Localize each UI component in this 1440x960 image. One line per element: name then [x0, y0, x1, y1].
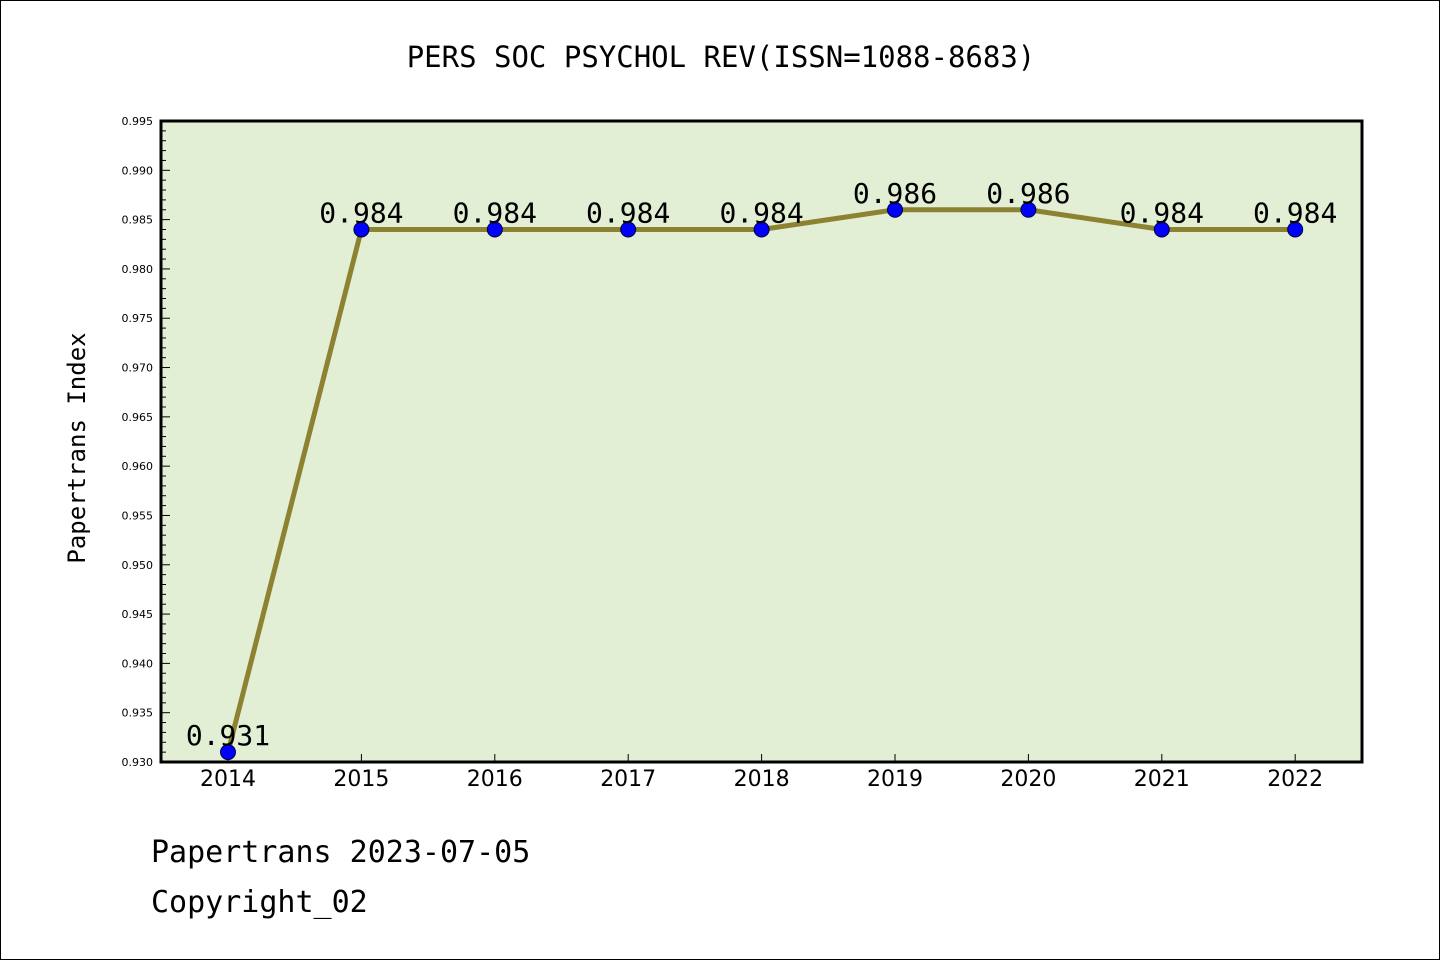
data-point	[1020, 201, 1037, 218]
data-label: 0.986	[986, 177, 1070, 210]
data-point	[220, 744, 236, 761]
y-tick-label: 0.940	[122, 657, 154, 670]
data-label: 0.984	[453, 196, 537, 229]
x-tick-label: 2016	[467, 767, 523, 792]
y-tick-label: 0.975	[122, 312, 154, 325]
data-label: 0.984	[719, 196, 803, 229]
x-tick-label: 2017	[600, 767, 656, 792]
footer-copyright: Copyright_02	[151, 885, 368, 920]
data-point	[1153, 221, 1170, 238]
data-label: 0.984	[1120, 196, 1204, 229]
x-tick-label: 2022	[1267, 767, 1323, 792]
x-tick-label: 2015	[333, 767, 389, 792]
data-label: 0.984	[1253, 196, 1337, 229]
y-tick-label: 0.960	[122, 460, 154, 473]
y-tick-label: 0.995	[122, 115, 154, 128]
y-tick-label: 0.945	[122, 608, 154, 621]
y-tick-label: 0.985	[122, 214, 154, 227]
y-tick-label: 0.935	[122, 707, 154, 720]
y-tick-label: 0.930	[122, 756, 154, 769]
data-point	[1287, 221, 1304, 238]
x-axis: 2014 2015 2016 2017 2018 2019 2020 2021 2022	[200, 754, 1323, 792]
y-tick-label: 0.970	[122, 362, 154, 375]
x-tick-label: 2021	[1134, 767, 1190, 792]
y-tick-label: 0.990	[122, 164, 154, 177]
x-tick-label: 2019	[867, 767, 923, 792]
data-point	[486, 221, 503, 238]
data-label: 0.986	[853, 177, 937, 210]
y-tick-label: 0.965	[122, 411, 154, 424]
y-tick-label: 0.955	[122, 509, 154, 522]
data-point	[353, 221, 370, 238]
y-axis-label: Papertrans Index	[63, 332, 91, 563]
y-tick-label: 0.980	[122, 263, 154, 276]
y-axis: 0.930 0.935 0.940 0.945 0.950 0.955 0.960 0.965…	[122, 115, 170, 769]
data-label: 0.984	[586, 196, 670, 229]
y-tick-label: 0.950	[122, 559, 154, 572]
data-point	[753, 221, 770, 238]
x-tick-label: 2014	[200, 767, 256, 792]
data-label: 0.984	[319, 196, 403, 229]
x-tick-label: 2020	[1000, 767, 1056, 792]
data-point	[887, 201, 903, 218]
footer-date: Papertrans 2023-07-05	[151, 835, 531, 870]
x-tick-label: 2018	[734, 767, 790, 792]
chart-title: PERS SOC PSYCHOL REV(ISSN=1088-8683)	[407, 40, 1036, 74]
data-label: 0.931	[186, 719, 270, 752]
series: 0.931 0.984 0.984 0.984 0.984 0.986 0.986 0.984…	[186, 177, 1337, 761]
data-point	[620, 221, 637, 238]
